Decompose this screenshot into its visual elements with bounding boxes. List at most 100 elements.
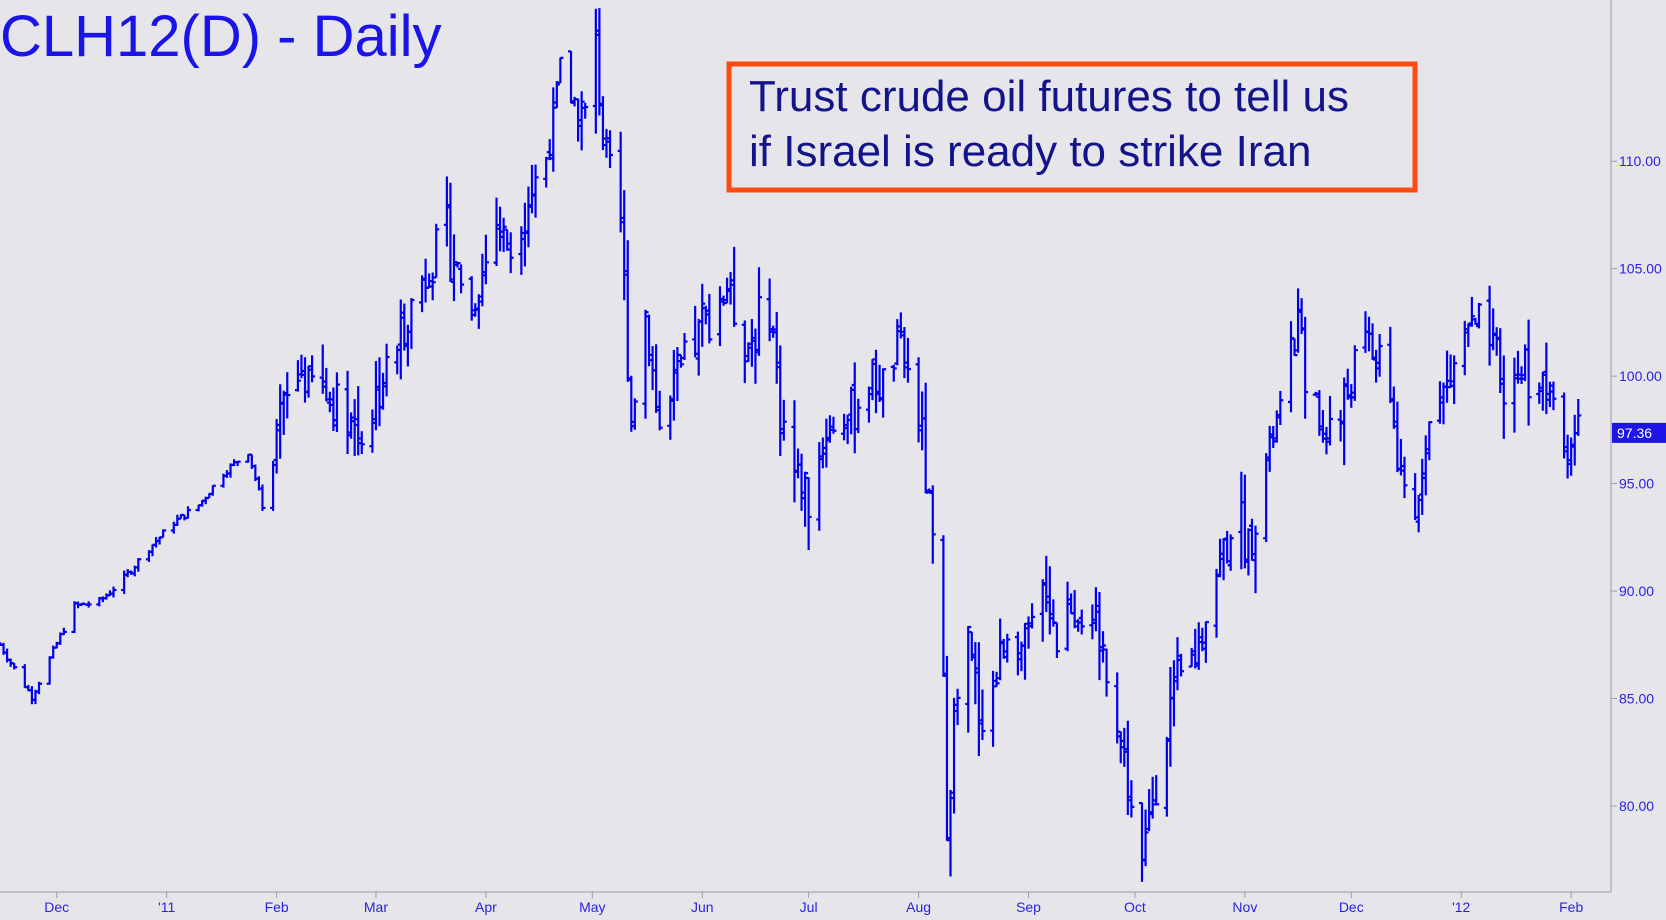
ohlc-bar bbox=[333, 372, 340, 433]
ohlc-bars bbox=[0, 8, 1582, 882]
ohlc-bar bbox=[1029, 603, 1036, 629]
ohlc-bar bbox=[929, 485, 936, 564]
ohlc-bar bbox=[802, 471, 809, 527]
ohlc-bar bbox=[1351, 345, 1358, 401]
ohlc-bar bbox=[755, 267, 762, 356]
x-tick-label: '11 bbox=[158, 899, 175, 915]
ohlc-bar bbox=[1100, 631, 1107, 663]
ohlc-bar bbox=[642, 309, 649, 419]
ohlc-bar bbox=[1277, 390, 1284, 425]
ohlc-bar bbox=[458, 264, 465, 294]
annotation-border bbox=[726, 61, 1418, 193]
ohlc-bar bbox=[184, 506, 191, 520]
last-price-marker: 97.36 bbox=[1612, 422, 1666, 443]
ohlc-bar bbox=[1468, 296, 1475, 327]
y-tick-label: 95.00 bbox=[1619, 476, 1654, 492]
ohlc-bar bbox=[500, 217, 507, 252]
ohlc-bar bbox=[607, 130, 614, 168]
ohlc-bar bbox=[383, 343, 390, 397]
x-tick-label: Oct bbox=[1124, 899, 1146, 915]
last-price-label: 97.36 bbox=[1617, 425, 1652, 441]
ohlc-bar bbox=[731, 246, 738, 327]
last-price-box bbox=[1612, 422, 1666, 443]
ohlc-bar bbox=[880, 368, 887, 418]
ohlc-bar bbox=[482, 234, 489, 285]
ohlc-bar bbox=[954, 688, 961, 726]
ohlc-bar bbox=[532, 164, 539, 218]
annotation-line-2: if Israel is ready to strike Iran bbox=[749, 127, 1311, 176]
ohlc-bar bbox=[1053, 621, 1060, 658]
ohlc-bar bbox=[1376, 333, 1383, 377]
ohlc-bar bbox=[890, 364, 897, 382]
ohlc-bar bbox=[855, 398, 862, 434]
x-tick-label: Dec bbox=[1339, 899, 1364, 915]
ohlc-bar bbox=[1202, 620, 1209, 663]
ohlc-bar bbox=[36, 681, 43, 695]
ohlc-bar bbox=[681, 333, 688, 360]
ohlc-bar bbox=[259, 484, 266, 511]
x-tick-label: Feb bbox=[265, 899, 289, 915]
ohlc-bar bbox=[1525, 319, 1532, 426]
ohlc-bar bbox=[979, 689, 986, 741]
ohlc-bar bbox=[1575, 398, 1582, 436]
ohlc-bar bbox=[433, 223, 440, 279]
ohlc-bar bbox=[160, 529, 167, 539]
tick-marks bbox=[56, 160, 1617, 898]
ohlc-bar bbox=[677, 353, 684, 368]
ohlc-bar bbox=[1550, 381, 1557, 411]
y-tick-label: 105.00 bbox=[1619, 261, 1662, 277]
ohlc-bar bbox=[234, 460, 241, 467]
x-tick-label: Feb bbox=[1559, 899, 1583, 915]
ohlc-bar bbox=[1500, 355, 1507, 439]
ohlc-bar bbox=[578, 91, 585, 151]
ohlc-bar bbox=[1302, 316, 1309, 419]
x-tick-label: Nov bbox=[1232, 899, 1257, 915]
x-tick-labels: Dec '11 Feb Mar Apr May Jun Jul Aug Sep Oct Nov Dec '… bbox=[44, 899, 1583, 915]
ohlc-bar bbox=[780, 399, 787, 441]
ohlc-bar bbox=[110, 586, 117, 598]
ohlc-bar bbox=[209, 484, 216, 496]
ohlc-bar bbox=[830, 416, 837, 434]
ohlc-bar bbox=[1128, 780, 1135, 818]
x-tick-label: May bbox=[579, 899, 605, 915]
ohlc-bar bbox=[1103, 648, 1110, 697]
ohlc-bar bbox=[85, 601, 92, 608]
ohlc-bar bbox=[1327, 395, 1333, 446]
ohlc-bar bbox=[631, 398, 638, 430]
ohlc-bar bbox=[1475, 302, 1482, 329]
ohlc-bar bbox=[454, 261, 461, 268]
ohlc-bar bbox=[582, 102, 589, 119]
ohlc-bar bbox=[1451, 355, 1458, 405]
x-tick-label: Jun bbox=[691, 899, 714, 915]
x-tick-label: Aug bbox=[906, 899, 931, 915]
ohlc-bar bbox=[1291, 337, 1298, 357]
ohlc-bar bbox=[11, 662, 18, 670]
ohlc-bar bbox=[1178, 653, 1185, 677]
ohlc-bar bbox=[1153, 775, 1160, 806]
chart-title: CLH12(D) - Daily bbox=[0, 4, 442, 69]
ohlc-bar bbox=[429, 272, 436, 301]
ohlc-bar bbox=[1401, 456, 1408, 499]
y-tick-labels: 80.00 85.00 90.00 95.00 100.00 105.00 110.00 bbox=[1619, 153, 1662, 814]
x-tick-label: '12 bbox=[1452, 899, 1470, 915]
ohlc-bar bbox=[553, 81, 560, 109]
ohlc-bar bbox=[1142, 809, 1149, 867]
y-tick-label: 80.00 bbox=[1619, 798, 1654, 814]
ohlc-bar bbox=[294, 360, 301, 392]
ohlc-bar bbox=[805, 476, 812, 551]
y-tick-label: 100.00 bbox=[1619, 368, 1662, 384]
ohlc-bar bbox=[904, 337, 911, 383]
ohlc-bar bbox=[358, 431, 365, 455]
ohlc-bar bbox=[60, 627, 67, 636]
ohlc-bar bbox=[408, 298, 415, 349]
y-tick-label: 110.00 bbox=[1619, 153, 1661, 169]
ohlc-bar bbox=[309, 355, 316, 383]
y-tick-label: 90.00 bbox=[1619, 583, 1654, 599]
ohlc-bar bbox=[1426, 421, 1433, 461]
ohlc-bar bbox=[699, 283, 706, 347]
ohlc-bar bbox=[507, 232, 514, 274]
ohlc-bar bbox=[135, 558, 142, 572]
ohlc-bar bbox=[656, 390, 663, 431]
ohlc-bar bbox=[965, 625, 972, 733]
